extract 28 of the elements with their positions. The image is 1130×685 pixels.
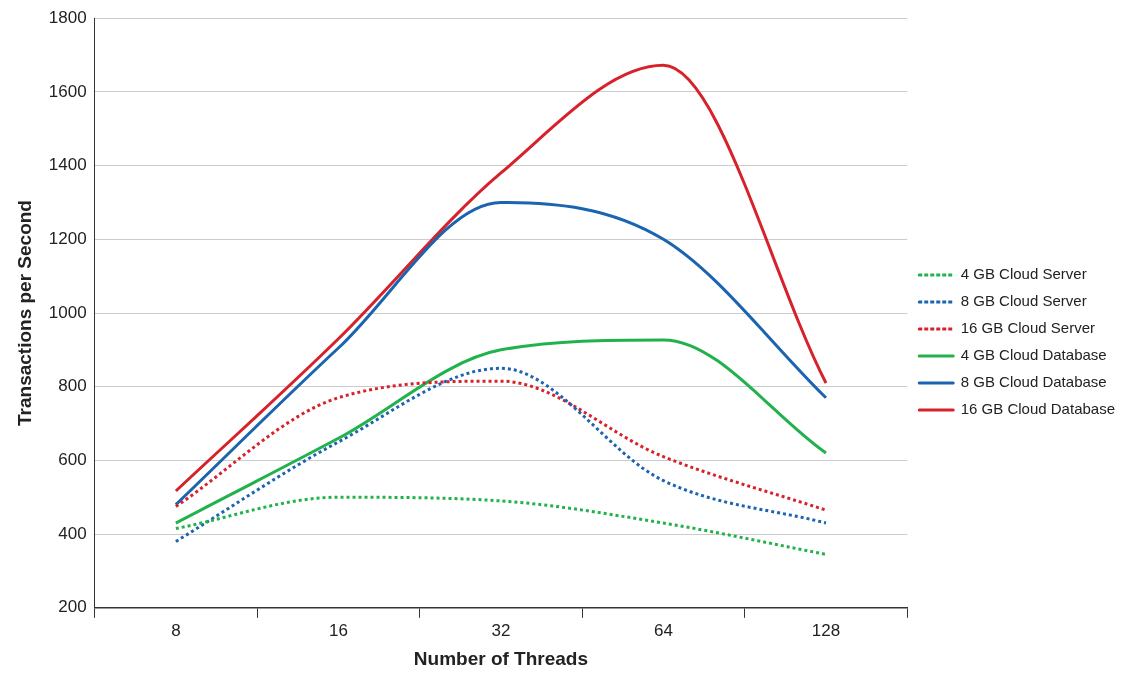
x-tick-label: 32 — [491, 620, 511, 640]
line-series — [174, 200, 828, 507]
x-tick-label: 64 — [653, 620, 673, 640]
y-tick-label: 1000 — [48, 302, 87, 322]
y-tick-label: 1800 — [48, 7, 87, 27]
legend-label: 16 GB Cloud Server — [960, 319, 1095, 337]
legend-label: 4 GB Cloud Database — [960, 346, 1107, 364]
y-tick-label: 600 — [58, 450, 87, 470]
y-tick-label: 1400 — [48, 155, 87, 175]
y-axis-title: Transactions per Second — [13, 200, 35, 426]
x-axis-title: Number of Threads — [413, 647, 589, 669]
line-series — [174, 379, 828, 512]
y-tick-label: 1200 — [48, 228, 87, 248]
y-tick-label: 1600 — [48, 81, 87, 101]
legend-label: 16 GB Cloud Database — [960, 400, 1115, 418]
line-series — [174, 63, 828, 493]
y-tick-label: 200 — [58, 597, 87, 617]
x-tick-label: 16 — [328, 620, 348, 640]
x-tick-label: 8 — [171, 620, 181, 640]
legend-label: 8 GB Cloud Server — [960, 292, 1087, 310]
y-tick-label: 800 — [58, 376, 87, 396]
line-series — [174, 495, 828, 556]
y-tick-label: 400 — [58, 523, 87, 543]
legend-label: 4 GB Cloud Server — [960, 265, 1087, 283]
legend-label: 8 GB Cloud Database — [960, 373, 1107, 391]
line-series — [174, 366, 828, 543]
x-tick-label: 128 — [811, 620, 841, 640]
line-series — [174, 338, 828, 525]
